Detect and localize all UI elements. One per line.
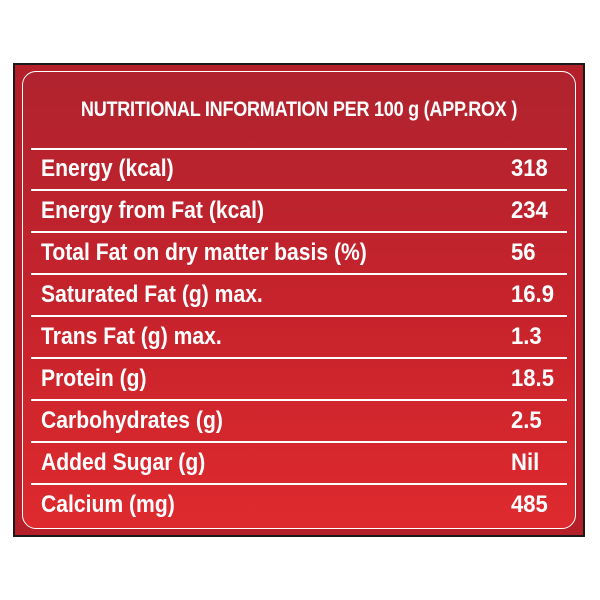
table-row: Saturated Fat (g) max. 16.9 [23,274,575,315]
row-divider [31,399,567,401]
table-row: Energy from Fat (kcal) 234 [23,190,575,231]
row-divider [31,273,567,275]
row-value: 1.3 [511,322,542,350]
row-value: 234 [511,196,548,224]
row-label: Saturated Fat (g) max. [41,280,263,308]
row-divider [31,315,567,317]
table-row: Carbohydrates (g) 2.5 [23,400,575,441]
row-label: Total Fat on dry matter basis (%) [41,238,367,266]
row-label: Protein (g) [41,364,147,392]
row-divider [31,231,567,233]
row-label: Added Sugar (g) [41,448,206,476]
table-row: Calcium (mg) 485 [23,484,575,525]
row-divider [31,441,567,443]
row-divider [31,357,567,359]
row-label: Energy from Fat (kcal) [41,196,264,224]
row-value: 18.5 [511,364,554,392]
row-value: 485 [511,490,548,518]
table-row: Protein (g) 18.5 [23,358,575,399]
nutrition-table: NUTRITIONAL INFORMATION PER 100 g (APP.R… [22,71,576,529]
row-label: Trans Fat (g) max. [41,322,222,350]
nutrition-panel: NUTRITIONAL INFORMATION PER 100 g (APP.R… [13,63,585,537]
table-row: Trans Fat (g) max. 1.3 [23,316,575,357]
row-value: 2.5 [511,406,542,434]
row-value: Nil [511,448,540,476]
row-value: 16.9 [511,280,554,308]
row-label: Calcium (mg) [41,490,175,518]
row-label: Carbohydrates (g) [41,406,223,434]
table-row: Energy (kcal) 318 [23,148,575,189]
table-row: Added Sugar (g) Nil [23,442,575,483]
table-row: Total Fat on dry matter basis (%) 56 [23,232,575,273]
row-divider [31,483,567,485]
row-value: 56 [511,238,536,266]
header-divider [31,148,567,150]
row-divider [31,189,567,191]
row-value: 318 [511,154,548,182]
row-label: Energy (kcal) [41,154,174,182]
table-heading: NUTRITIONAL INFORMATION PER 100 g (APP.R… [80,98,518,121]
